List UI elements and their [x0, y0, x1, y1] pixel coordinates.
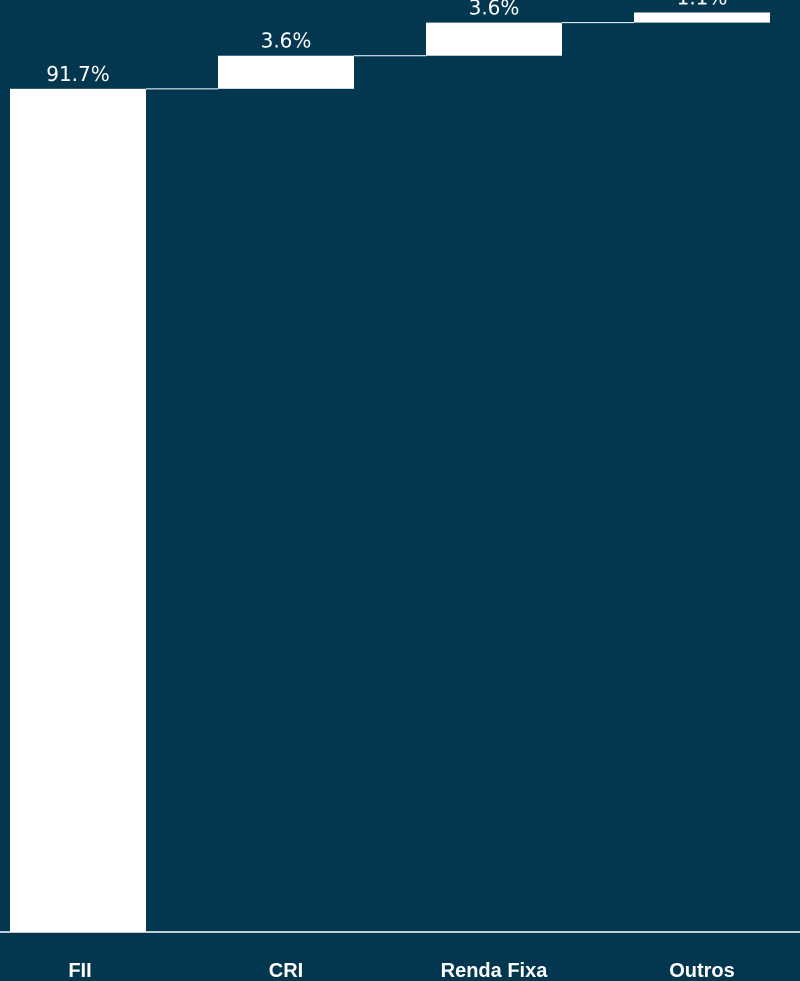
- connector-lines: [146, 22, 634, 90]
- category-labels: FII CRI Renda Fixa Outros: [68, 960, 734, 981]
- data-label: 91.7%: [46, 62, 110, 86]
- data-label: 1.1%: [677, 0, 728, 10]
- data-label: 3.6%: [261, 29, 312, 53]
- category-label: Renda Fixa: [441, 960, 549, 981]
- bar-fii: [10, 88, 146, 933]
- data-label: 3.6%: [469, 0, 520, 20]
- bar-outros: [634, 12, 770, 23]
- category-label: Outros: [669, 960, 735, 981]
- category-label: CRI: [269, 960, 303, 981]
- bar-cri: [218, 55, 354, 89]
- category-label: FII: [68, 960, 91, 981]
- data-labels: 91.7% 3.6% 3.6% 1.1%: [46, 0, 727, 86]
- bars: [10, 12, 770, 933]
- bar-renda-fixa: [426, 22, 562, 56]
